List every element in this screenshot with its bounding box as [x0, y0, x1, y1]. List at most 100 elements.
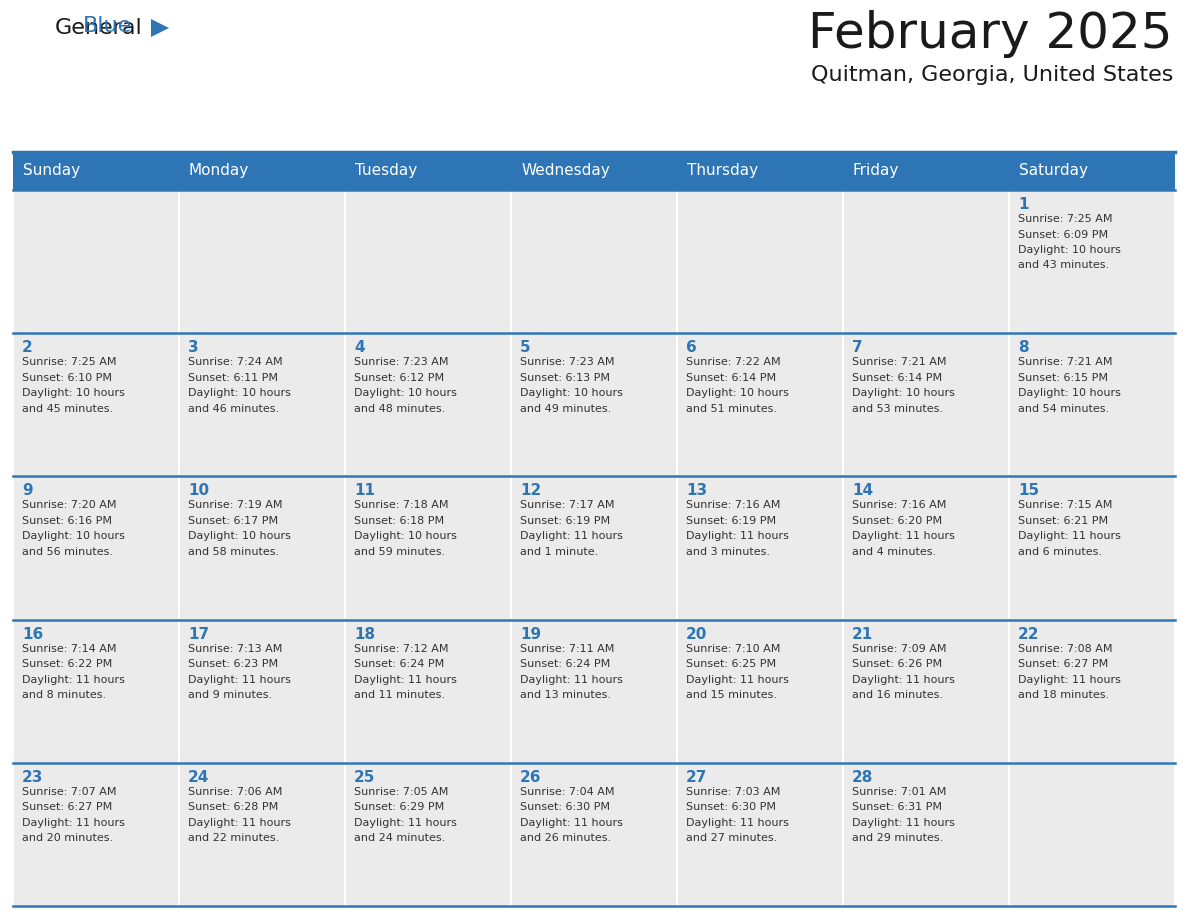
- Bar: [346, 334, 510, 476]
- Bar: [14, 764, 178, 905]
- Text: 28: 28: [852, 770, 873, 785]
- Text: 27: 27: [685, 770, 707, 785]
- Text: Sunset: 6:10 PM: Sunset: 6:10 PM: [23, 373, 112, 383]
- Bar: [843, 334, 1007, 476]
- Text: Sunrise: 7:18 AM: Sunrise: 7:18 AM: [354, 500, 449, 510]
- Bar: [843, 621, 1007, 762]
- Bar: [181, 191, 345, 332]
- Text: and 13 minutes.: and 13 minutes.: [520, 690, 611, 700]
- Text: Sunrise: 7:19 AM: Sunrise: 7:19 AM: [188, 500, 283, 510]
- Text: and 24 minutes.: and 24 minutes.: [354, 834, 446, 844]
- Bar: [14, 621, 178, 762]
- Bar: [346, 191, 510, 332]
- Bar: [181, 621, 345, 762]
- Text: Sunset: 6:27 PM: Sunset: 6:27 PM: [23, 802, 112, 812]
- Text: Sunrise: 7:17 AM: Sunrise: 7:17 AM: [520, 500, 614, 510]
- Text: Daylight: 10 hours: Daylight: 10 hours: [354, 388, 457, 398]
- Text: Sunrise: 7:13 AM: Sunrise: 7:13 AM: [188, 644, 283, 654]
- Text: Sunset: 6:23 PM: Sunset: 6:23 PM: [188, 659, 278, 669]
- Text: Daylight: 10 hours: Daylight: 10 hours: [520, 388, 623, 398]
- Text: Sunset: 6:11 PM: Sunset: 6:11 PM: [188, 373, 278, 383]
- Bar: [678, 191, 842, 332]
- Text: Sunset: 6:14 PM: Sunset: 6:14 PM: [685, 373, 776, 383]
- Text: Sunset: 6:30 PM: Sunset: 6:30 PM: [520, 802, 609, 812]
- Bar: [346, 764, 510, 905]
- Text: 6: 6: [685, 341, 696, 355]
- Text: Daylight: 11 hours: Daylight: 11 hours: [520, 675, 623, 685]
- Text: Daylight: 11 hours: Daylight: 11 hours: [1018, 675, 1120, 685]
- Text: and 53 minutes.: and 53 minutes.: [852, 404, 943, 414]
- Text: 8: 8: [1018, 341, 1029, 355]
- Text: Sunset: 6:09 PM: Sunset: 6:09 PM: [1018, 230, 1108, 240]
- Text: 23: 23: [23, 770, 44, 785]
- Text: Daylight: 11 hours: Daylight: 11 hours: [188, 818, 291, 828]
- Text: Sunset: 6:24 PM: Sunset: 6:24 PM: [520, 659, 611, 669]
- Text: Sunrise: 7:16 AM: Sunrise: 7:16 AM: [685, 500, 781, 510]
- Text: Sunset: 6:29 PM: Sunset: 6:29 PM: [354, 802, 444, 812]
- Bar: [678, 334, 842, 476]
- Text: Sunset: 6:22 PM: Sunset: 6:22 PM: [23, 659, 112, 669]
- Text: 2: 2: [23, 341, 33, 355]
- Text: 26: 26: [520, 770, 542, 785]
- Text: and 8 minutes.: and 8 minutes.: [23, 690, 106, 700]
- Bar: [512, 477, 676, 619]
- Text: Daylight: 10 hours: Daylight: 10 hours: [852, 388, 955, 398]
- Text: and 27 minutes.: and 27 minutes.: [685, 834, 777, 844]
- Polygon shape: [151, 19, 169, 37]
- Text: Sunrise: 7:01 AM: Sunrise: 7:01 AM: [852, 787, 947, 797]
- Text: and 48 minutes.: and 48 minutes.: [354, 404, 446, 414]
- Bar: [181, 477, 345, 619]
- Text: Sunset: 6:13 PM: Sunset: 6:13 PM: [520, 373, 609, 383]
- Text: Sunset: 6:25 PM: Sunset: 6:25 PM: [685, 659, 776, 669]
- Bar: [843, 191, 1007, 332]
- Text: Sunset: 6:21 PM: Sunset: 6:21 PM: [1018, 516, 1108, 526]
- Text: 12: 12: [520, 484, 542, 498]
- Text: Daylight: 10 hours: Daylight: 10 hours: [354, 532, 457, 542]
- Bar: [1010, 334, 1174, 476]
- Text: and 6 minutes.: and 6 minutes.: [1018, 547, 1102, 557]
- Text: Sunset: 6:20 PM: Sunset: 6:20 PM: [852, 516, 942, 526]
- Text: and 46 minutes.: and 46 minutes.: [188, 404, 279, 414]
- Text: Sunset: 6:14 PM: Sunset: 6:14 PM: [852, 373, 942, 383]
- Text: Sunrise: 7:12 AM: Sunrise: 7:12 AM: [354, 644, 449, 654]
- Text: and 54 minutes.: and 54 minutes.: [1018, 404, 1110, 414]
- Text: Daylight: 11 hours: Daylight: 11 hours: [520, 818, 623, 828]
- Text: 1: 1: [1018, 197, 1029, 212]
- Text: Daylight: 11 hours: Daylight: 11 hours: [188, 675, 291, 685]
- Text: and 3 minutes.: and 3 minutes.: [685, 547, 770, 557]
- Text: Sunrise: 7:04 AM: Sunrise: 7:04 AM: [520, 787, 614, 797]
- Bar: [512, 334, 676, 476]
- Text: and 1 minute.: and 1 minute.: [520, 547, 599, 557]
- Text: Saturday: Saturday: [1019, 163, 1088, 178]
- Text: Sunrise: 7:25 AM: Sunrise: 7:25 AM: [1018, 214, 1112, 224]
- Text: Daylight: 11 hours: Daylight: 11 hours: [852, 532, 955, 542]
- Bar: [1010, 191, 1174, 332]
- Bar: [678, 477, 842, 619]
- Text: February 2025: February 2025: [809, 10, 1173, 58]
- Text: 10: 10: [188, 484, 209, 498]
- Text: Sunset: 6:28 PM: Sunset: 6:28 PM: [188, 802, 278, 812]
- Text: Daylight: 10 hours: Daylight: 10 hours: [188, 532, 291, 542]
- Text: and 4 minutes.: and 4 minutes.: [852, 547, 936, 557]
- Text: 5: 5: [520, 341, 531, 355]
- Text: Daylight: 11 hours: Daylight: 11 hours: [852, 818, 955, 828]
- Text: Daylight: 11 hours: Daylight: 11 hours: [520, 532, 623, 542]
- Bar: [346, 621, 510, 762]
- Text: 24: 24: [188, 770, 209, 785]
- Text: Daylight: 11 hours: Daylight: 11 hours: [1018, 532, 1120, 542]
- Text: 14: 14: [852, 484, 873, 498]
- Text: Sunrise: 7:23 AM: Sunrise: 7:23 AM: [520, 357, 614, 367]
- Bar: [13, 152, 1175, 190]
- Text: 15: 15: [1018, 484, 1040, 498]
- Text: Sunrise: 7:21 AM: Sunrise: 7:21 AM: [852, 357, 947, 367]
- Text: Daylight: 11 hours: Daylight: 11 hours: [685, 818, 789, 828]
- Text: Tuesday: Tuesday: [355, 163, 417, 178]
- Bar: [512, 621, 676, 762]
- Text: 19: 19: [520, 627, 541, 642]
- Text: 17: 17: [188, 627, 209, 642]
- Text: Sunrise: 7:20 AM: Sunrise: 7:20 AM: [23, 500, 116, 510]
- Text: Monday: Monday: [189, 163, 249, 178]
- Text: Sunset: 6:17 PM: Sunset: 6:17 PM: [188, 516, 278, 526]
- Text: Friday: Friday: [853, 163, 899, 178]
- Text: and 22 minutes.: and 22 minutes.: [188, 834, 279, 844]
